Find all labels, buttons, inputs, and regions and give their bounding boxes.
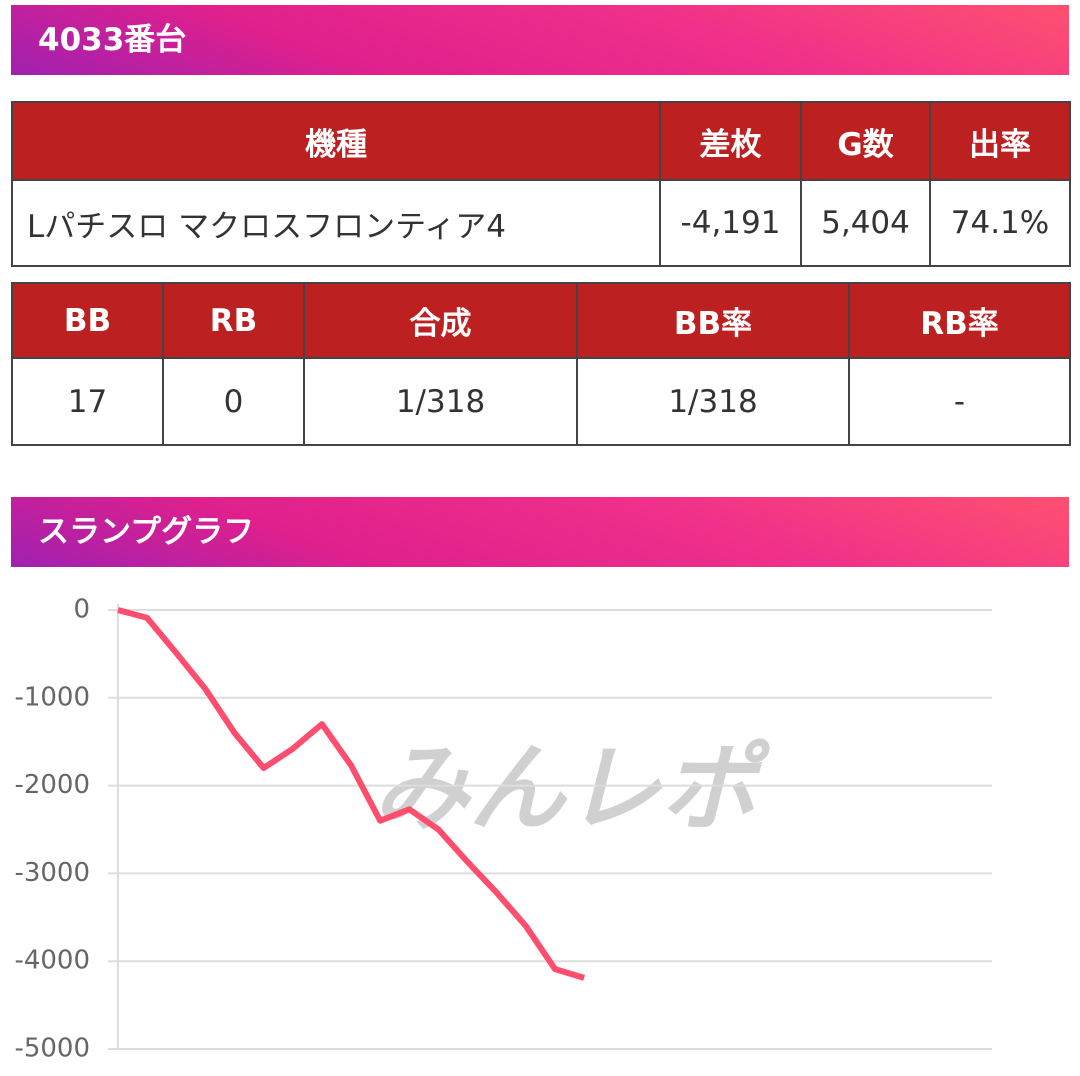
table-cell: 0 — [162, 357, 305, 446]
table-header: 出率 — [929, 101, 1071, 181]
bonus-table: BB RB 合成 BB率 RB率 17 0 1/318 1/318 - — [11, 282, 1071, 446]
table-header: G数 — [800, 101, 931, 181]
section-title: スランプグラフ — [38, 514, 255, 550]
table-cell: 5,404 — [800, 179, 931, 267]
series-line — [117, 607, 585, 981]
table-header: BB — [11, 282, 164, 359]
watermark: みんレポ — [373, 732, 771, 844]
table-header: RB — [162, 282, 305, 359]
y-tick-label: -2000 — [14, 770, 90, 800]
section-bar: スランプグラフ — [11, 497, 1069, 567]
header-bar: 4033番台 — [11, 5, 1069, 75]
table-cell: 1/318 — [576, 357, 850, 446]
y-tick-label: -4000 — [14, 946, 90, 976]
y-tick-label: -1000 — [14, 682, 90, 712]
table-cell: 74.1% — [929, 179, 1071, 267]
y-tick-label: -5000 — [14, 1034, 90, 1064]
header-title: 4033番台 — [38, 22, 187, 58]
table-header: RB率 — [848, 282, 1071, 359]
machine-table: 機種 差枚 G数 出率 Lパチスロ マクロスフロンティア4 -4,191 5,4… — [11, 101, 1071, 267]
table-cell: 17 — [11, 357, 164, 446]
slump-chart: みんレポ 0 -1000 -2000 -3000 -4000 -5000 — [14, 595, 992, 1064]
table-header: 機種 — [11, 101, 661, 181]
table-cell: -4,191 — [659, 179, 802, 267]
table-cell: Lパチスロ マクロスフロンティア4 — [11, 179, 661, 267]
table-header: BB率 — [576, 282, 850, 359]
y-tick-label: 0 — [73, 595, 90, 625]
table-header: 合成 — [303, 282, 578, 359]
table-header: 差枚 — [659, 101, 802, 181]
table-cell: 1/318 — [303, 357, 578, 446]
table-cell: - — [848, 357, 1071, 446]
y-tick-label: -3000 — [14, 858, 90, 888]
